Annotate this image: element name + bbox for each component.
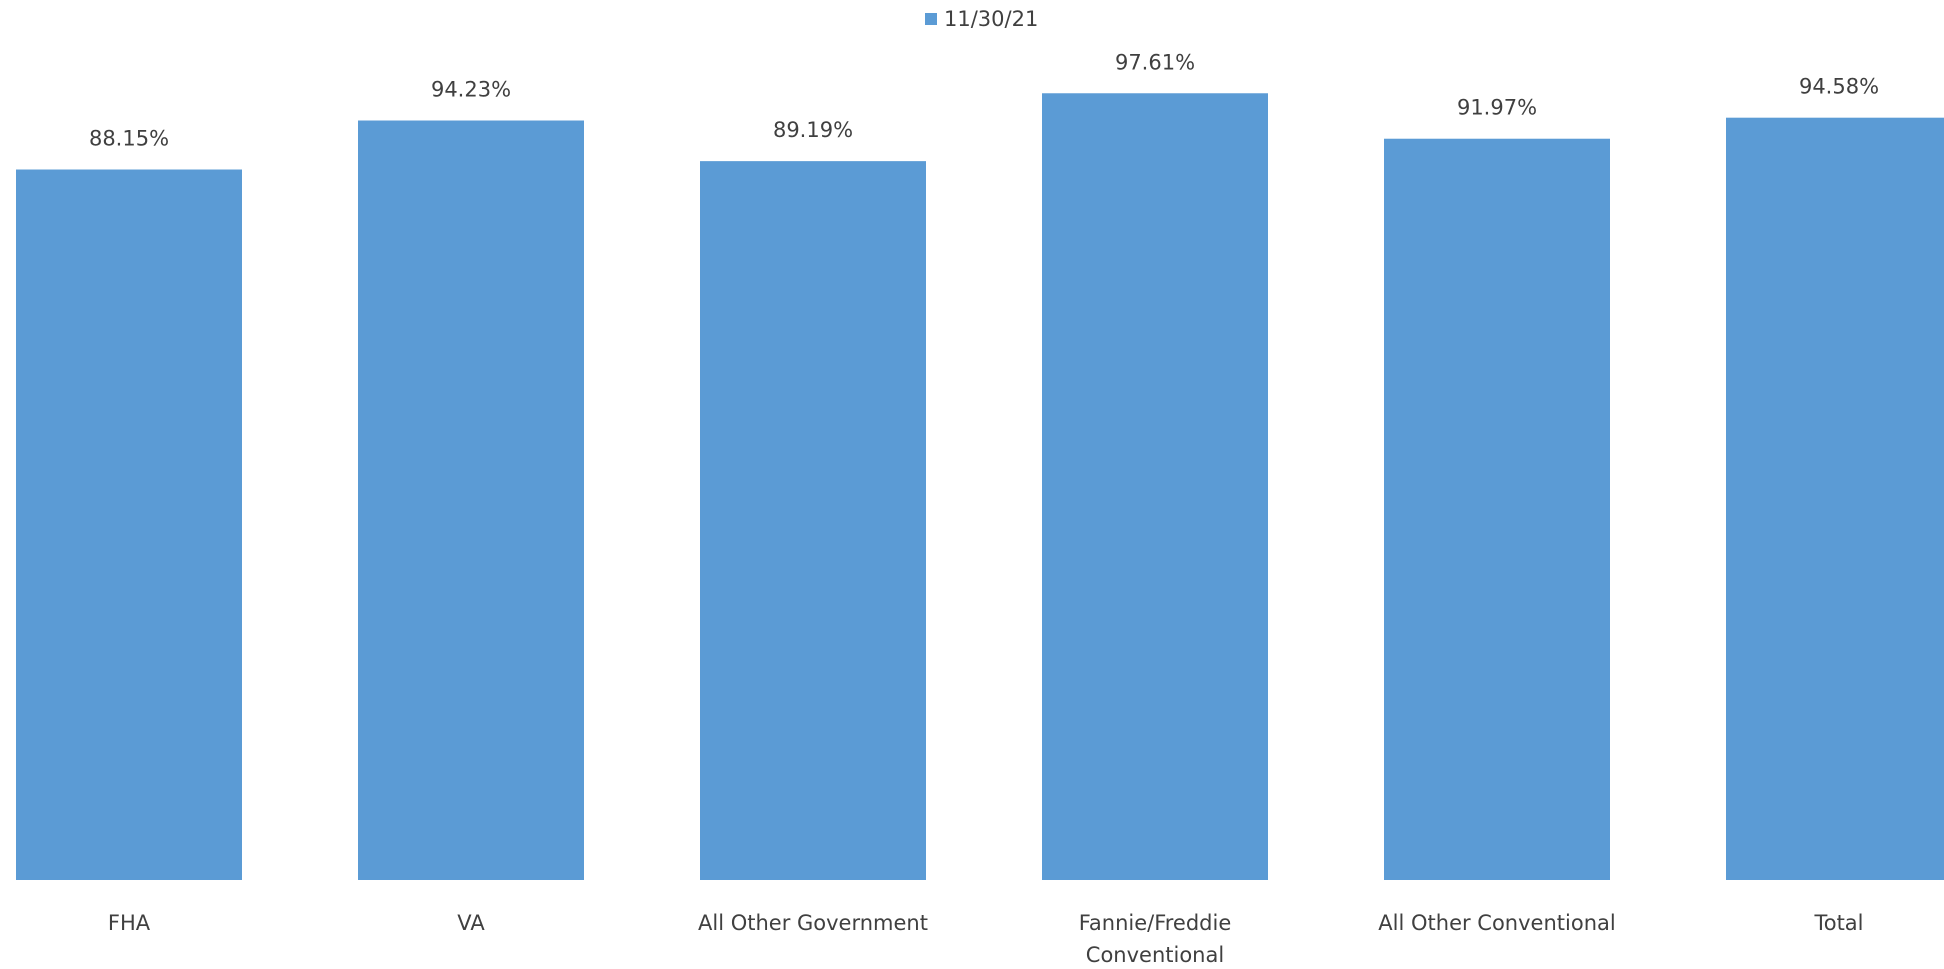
x-tick-label: Total [1813,911,1863,935]
x-tick-label: FHA [108,911,151,935]
x-tick-label: All Other Conventional [1378,911,1615,935]
data-label: 88.15% [89,127,169,151]
bar [358,120,584,880]
data-label: 94.23% [431,78,511,102]
bar [700,161,926,880]
x-tick-label: VA [457,911,485,935]
data-label: 91.97% [1457,96,1537,120]
bar [16,169,242,881]
legend-label: 11/30/21 [944,7,1038,31]
bar [1384,138,1610,880]
bar [1042,93,1268,880]
x-tick-label: Fannie/Freddie Conventional [1079,911,1232,967]
data-label: 94.58% [1799,75,1879,99]
legend-swatch [925,13,937,25]
data-label: 97.61% [1115,50,1195,74]
x-tick-label: All Other Government [698,911,928,935]
bar [1726,117,1944,881]
data-label: 89.19% [773,118,853,142]
